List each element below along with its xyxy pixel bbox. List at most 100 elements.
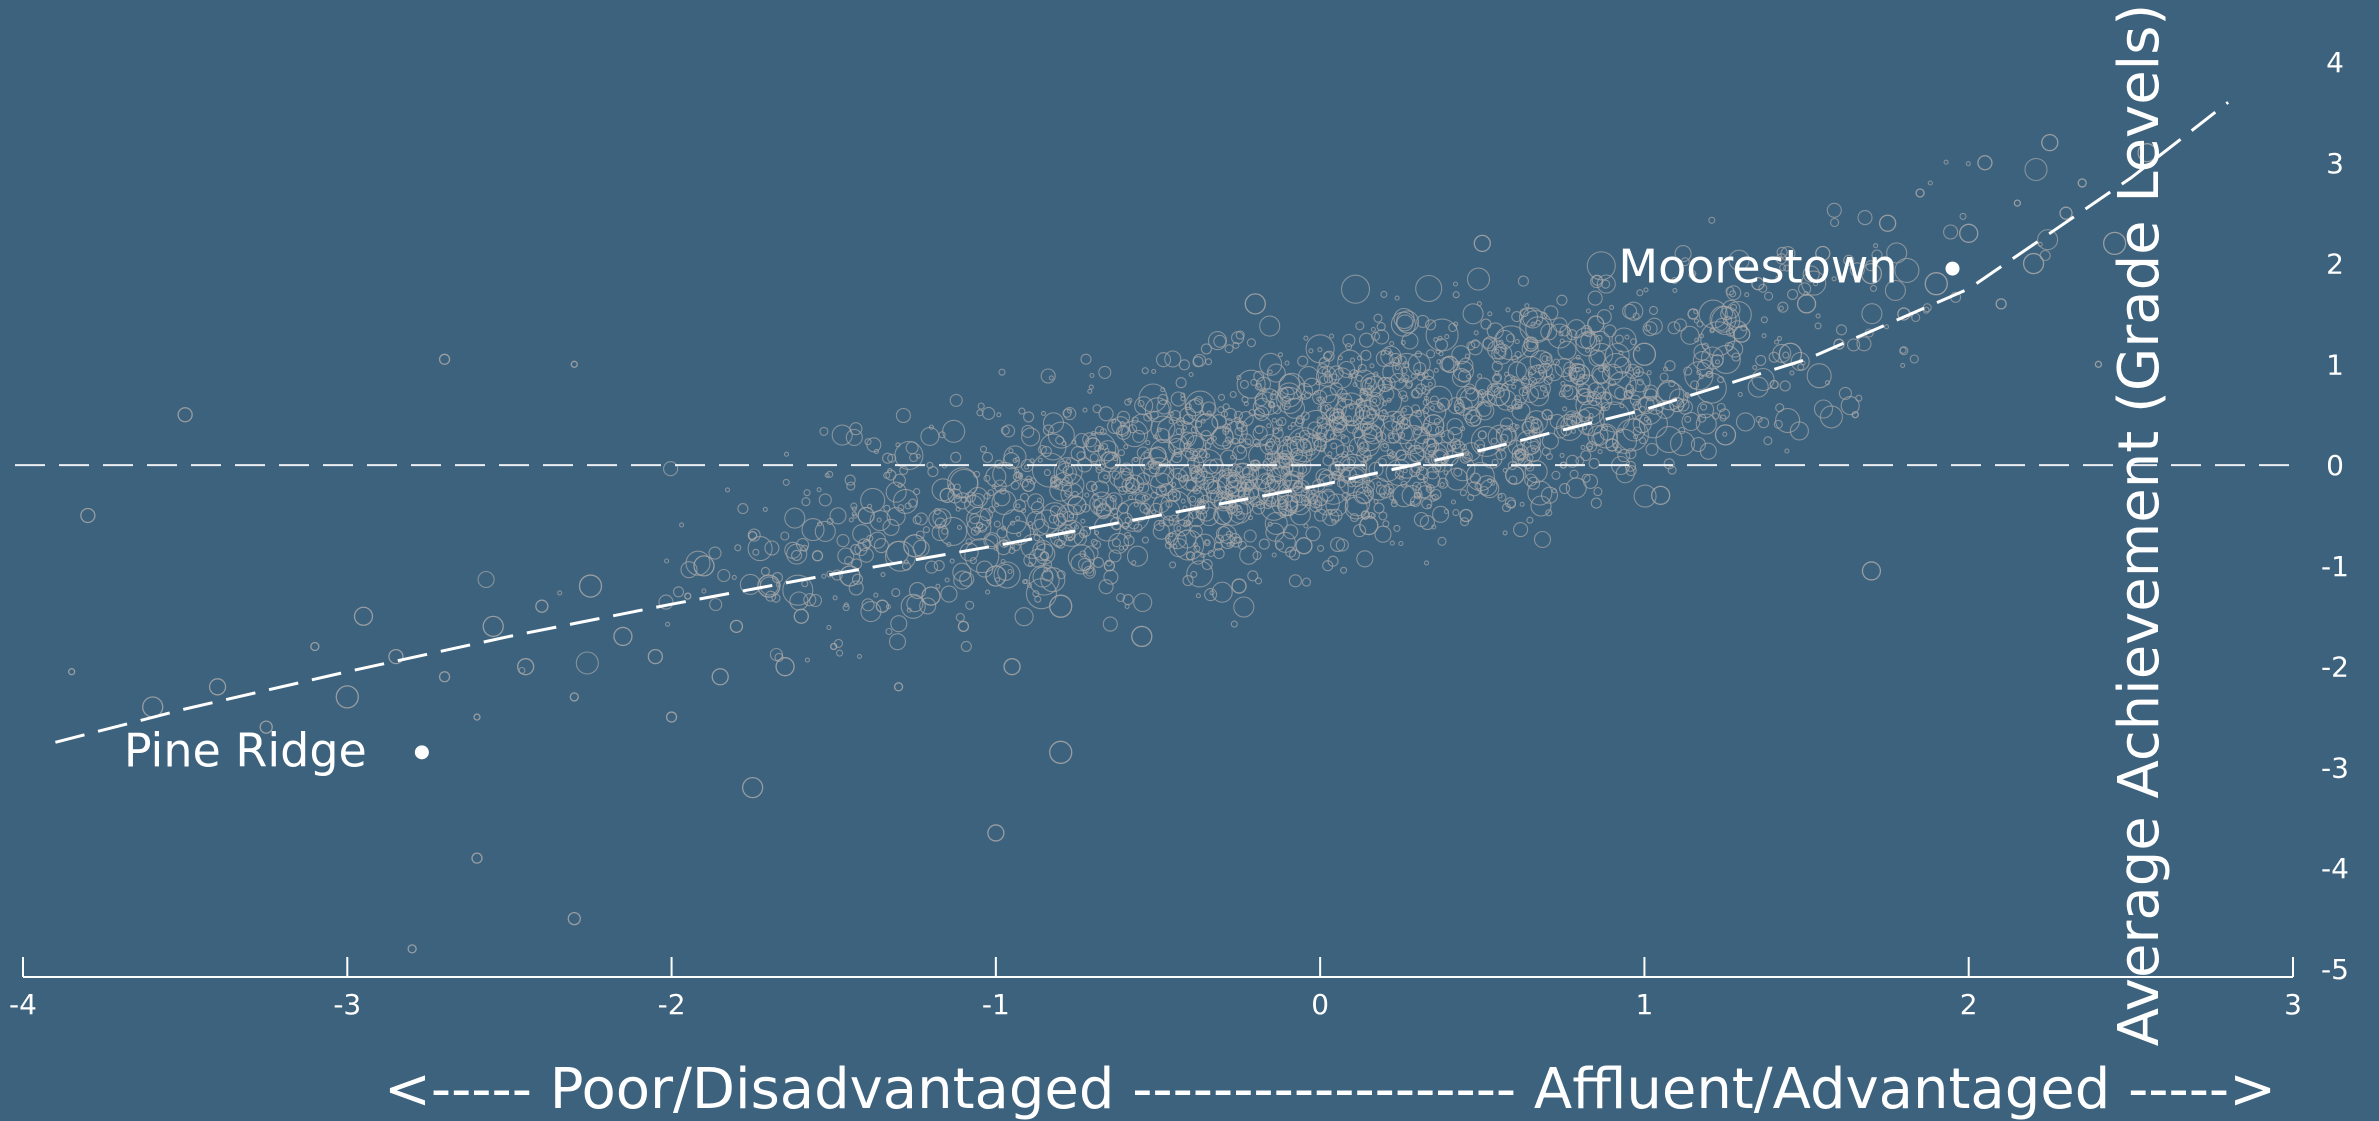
axes-layer: -4 -3 -2 -1 0 1 2 3 -5 -4 -3 -2 -1 0 1 2 3 4 (9, 46, 2349, 1021)
data-point (1325, 407, 1339, 421)
data-point (1244, 293, 1266, 315)
x-axis-title: <----- Poor/Disadvantaged --------------… (384, 1057, 2276, 1121)
reference-lines-layer (15, 101, 2295, 744)
data-point (1303, 335, 1309, 341)
y-tick-label: 4 (2326, 46, 2344, 79)
data-point (1182, 413, 1194, 425)
data-point (1053, 538, 1063, 548)
data-point (1361, 510, 1371, 520)
data-point (883, 471, 891, 479)
data-point (908, 582, 927, 600)
data-point (1213, 505, 1233, 526)
data-point (1125, 481, 1134, 490)
data-point (1643, 416, 1649, 422)
data-point (1267, 521, 1273, 527)
data-point (1487, 311, 1493, 317)
data-point (1271, 417, 1277, 423)
data-point (1861, 561, 1882, 581)
data-point (933, 560, 945, 572)
data-point (1551, 470, 1561, 480)
data-point (1467, 493, 1475, 502)
data-point (1639, 437, 1647, 445)
data-point (1590, 497, 1602, 509)
data-point (996, 412, 1002, 418)
data-point (1760, 316, 1768, 324)
data-point (921, 586, 941, 606)
data-point (1525, 338, 1537, 350)
data-point (1151, 509, 1157, 515)
data-point (1373, 502, 1385, 514)
data-point (1735, 412, 1756, 432)
data-point (1289, 494, 1311, 516)
data-point (1274, 531, 1296, 553)
data-point (1360, 349, 1372, 361)
data-point (967, 486, 989, 509)
data-point (1465, 462, 1495, 492)
data-point (1338, 360, 1356, 379)
data-point (1054, 484, 1060, 490)
data-point (1058, 460, 1070, 472)
data-point (1283, 524, 1299, 540)
data-point (1340, 274, 1371, 304)
data-point (1067, 536, 1074, 542)
data-point (1217, 393, 1226, 401)
data-point (1012, 499, 1027, 513)
data-point (1382, 443, 1388, 449)
data-point (1498, 339, 1504, 345)
data-point (1655, 381, 1685, 411)
data-point (796, 538, 810, 552)
data-point (1331, 518, 1337, 524)
data-point (912, 539, 930, 557)
data-point (1392, 357, 1400, 365)
data-point (1392, 410, 1406, 424)
data-point (1308, 348, 1314, 354)
data-point (1103, 474, 1109, 480)
data-point (1190, 426, 1198, 434)
data-point (1700, 403, 1708, 411)
data-point (1084, 492, 1090, 498)
data-point (1287, 511, 1293, 517)
data-point (1588, 457, 1600, 469)
data-point (1559, 483, 1571, 495)
data-point (1117, 425, 1129, 437)
data-point (1511, 384, 1517, 390)
data-point (1356, 355, 1363, 361)
data-point (1731, 352, 1741, 362)
data-point (1053, 457, 1083, 487)
highlighted-point-label: Pine Ridge (124, 723, 367, 777)
data-point (1379, 386, 1395, 402)
data-point (80, 507, 96, 524)
data-point (1389, 451, 1397, 459)
data-point (1284, 474, 1300, 490)
data-point (1014, 607, 1034, 627)
data-point (1019, 478, 1029, 488)
y-axis-title: Average Achievement (Grade Levels) (2107, 4, 2172, 1046)
data-point (1041, 502, 1069, 530)
data-point (886, 506, 906, 527)
data-point (965, 600, 975, 610)
data-point (782, 478, 790, 486)
data-point (1708, 216, 1716, 224)
data-point (1188, 371, 1194, 378)
data-point (1655, 426, 1683, 454)
data-point (1421, 498, 1433, 510)
data-point (1007, 568, 1013, 575)
data-point (1416, 409, 1422, 415)
data-point (1036, 497, 1042, 503)
data-point (818, 493, 832, 507)
data-point (1283, 397, 1306, 419)
data-point (1560, 424, 1572, 436)
data-point (1562, 406, 1568, 412)
data-point (1322, 351, 1333, 361)
data-point (1241, 466, 1254, 479)
data-point (1381, 401, 1387, 407)
data-point (1251, 501, 1266, 515)
data-point (1108, 549, 1122, 563)
data-point (731, 574, 737, 580)
data-point (1151, 368, 1157, 374)
data-point (1345, 343, 1353, 351)
data-point (1355, 321, 1365, 331)
data-point (1168, 514, 1180, 526)
data-point (1025, 578, 1057, 610)
data-point (1453, 396, 1473, 416)
